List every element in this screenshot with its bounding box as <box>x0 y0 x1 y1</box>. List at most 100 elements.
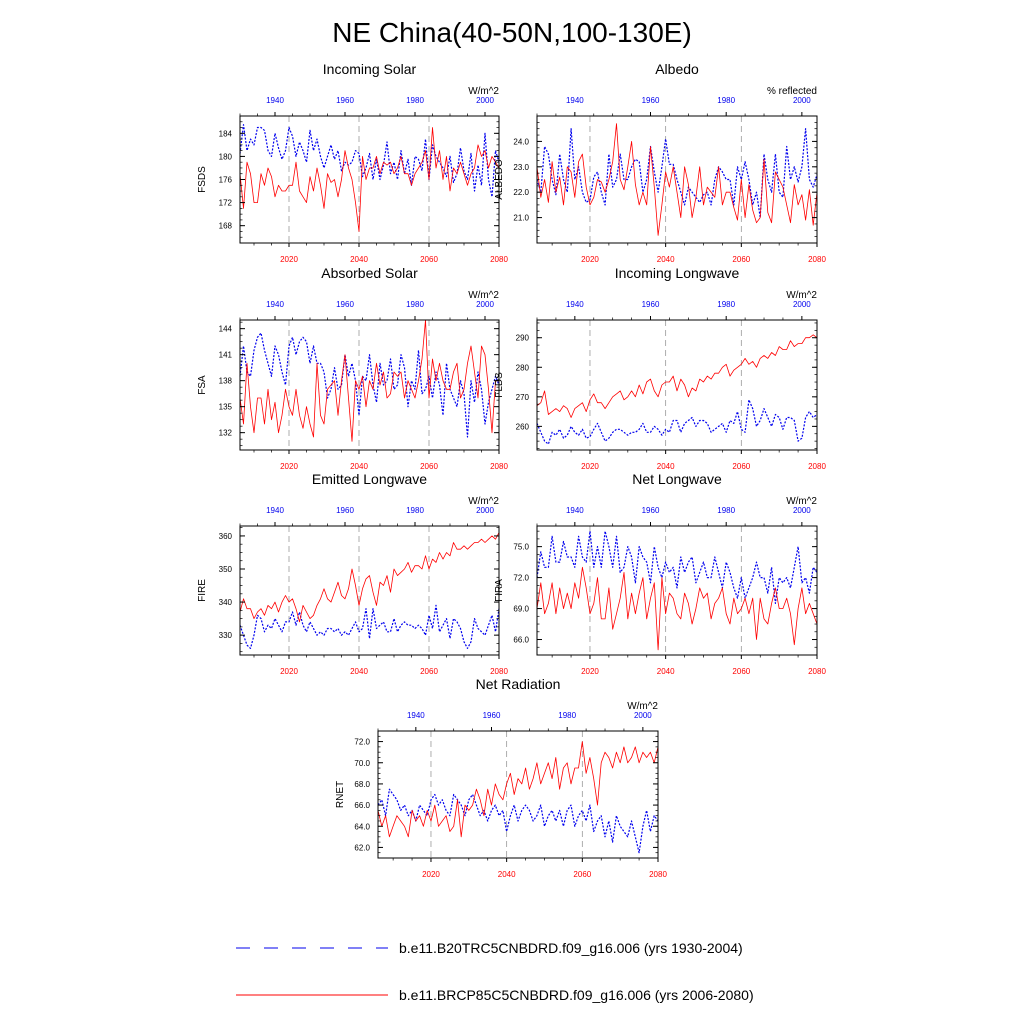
y-tick-label: 260 <box>516 422 530 431</box>
x-bottom-tick-label: 2080 <box>808 667 826 676</box>
y-tick-label: 69.0 <box>513 605 529 614</box>
x-bottom-tick-label: 2080 <box>490 667 508 676</box>
series-line-future <box>239 532 500 623</box>
x-bottom-tick-label: 2020 <box>581 462 599 471</box>
x-top-tick-label: 1960 <box>336 300 354 309</box>
x-top-tick-label: 1980 <box>717 300 735 309</box>
x-bottom-tick-label: 2040 <box>657 462 675 471</box>
y-axis-label: FSDS <box>197 166 208 193</box>
x-top-tick-label: 1940 <box>266 506 284 515</box>
y-tick-label: 360 <box>219 532 233 541</box>
chart-panel-fire: Emitted Longwave W/m^2 330 340 350 360 2020 204… <box>197 471 508 676</box>
plot-frame <box>239 525 500 656</box>
x-top-tick-label: 1940 <box>566 300 584 309</box>
x-top-tick-label: 1980 <box>406 300 424 309</box>
x-top-tick-label: 1940 <box>266 96 284 105</box>
x-bottom-tick-label: 2080 <box>808 255 826 264</box>
x-bottom-tick-label: 2040 <box>657 667 675 676</box>
y-axis-label: FIRA <box>494 579 505 602</box>
series-line-future <box>536 334 818 418</box>
y-tick-label: 280 <box>516 363 530 372</box>
x-top-tick-label: 2000 <box>793 506 811 515</box>
y-axis-label: FIRE <box>197 579 208 602</box>
series-line-future <box>536 123 818 236</box>
series-line-historical <box>239 124 500 198</box>
y-tick-label: 290 <box>516 334 530 343</box>
x-top-tick-label: 2000 <box>793 96 811 105</box>
y-tick-label: 132 <box>219 429 233 438</box>
units-label: W/m^2 <box>627 701 658 712</box>
chart-title: Incoming Solar <box>323 61 417 77</box>
x-top-tick-label: 1960 <box>642 506 660 515</box>
units-label: W/m^2 <box>468 86 499 97</box>
series-line-historical <box>377 788 659 854</box>
chart-panel-albedo: Albedo % reflected 21.0 22.0 23.0 24.0 2020 204… <box>494 61 826 264</box>
x-bottom-tick-label: 2040 <box>657 255 675 264</box>
y-tick-label: 172 <box>219 199 233 208</box>
chart-panels: Incoming Solar W/m^2 168 172 176 180 184 2020 20… <box>197 61 826 879</box>
y-tick-label: 138 <box>219 377 233 386</box>
y-axis-label: FSA <box>197 375 208 395</box>
y-tick-label: 72.0 <box>513 574 529 583</box>
y-tick-label: 350 <box>219 565 233 574</box>
legend-label-historical: b.e11.B20TRC5CNBDRD.f09_g16.006 (yrs 193… <box>399 940 743 956</box>
x-bottom-tick-label: 2080 <box>490 462 508 471</box>
y-tick-label: 68.0 <box>354 780 370 789</box>
y-tick-label: 21.0 <box>513 214 529 223</box>
plot-frame <box>377 730 659 859</box>
x-top-tick-label: 1980 <box>717 506 735 515</box>
y-tick-label: 66.0 <box>513 636 529 645</box>
units-label: % reflected <box>767 86 817 97</box>
y-tick-label: 62.0 <box>354 843 370 852</box>
x-bottom-tick-label: 2020 <box>581 667 599 676</box>
y-tick-label: 176 <box>219 176 233 185</box>
series-line-historical <box>239 604 500 650</box>
series-line-historical <box>536 399 818 445</box>
y-tick-label: 75.0 <box>513 543 529 552</box>
x-bottom-tick-label: 2080 <box>490 255 508 264</box>
x-bottom-tick-label: 2020 <box>280 667 298 676</box>
chart-title: Net Longwave <box>632 471 722 487</box>
y-tick-label: 141 <box>219 351 233 360</box>
y-tick-label: 135 <box>219 403 233 412</box>
series-line-historical <box>536 530 818 605</box>
x-bottom-tick-label: 2080 <box>808 462 826 471</box>
chart-title: Albedo <box>655 61 699 77</box>
legend: b.e11.B20TRC5CNBDRD.f09_g16.006 (yrs 193… <box>236 940 754 1003</box>
chart-panel-fsa: Absorbed Solar W/m^2 132 135 138 141 144 2020 20… <box>197 265 508 471</box>
chart-panel-rnet: Net Radiation W/m^2 62.0 64.0 66.0 68.0 70.0 72… <box>335 676 667 879</box>
y-tick-label: 24.0 <box>513 137 529 146</box>
x-bottom-tick-label: 2060 <box>573 870 591 879</box>
x-top-tick-label: 2000 <box>476 96 494 105</box>
x-bottom-tick-label: 2040 <box>350 462 368 471</box>
x-bottom-tick-label: 2020 <box>280 462 298 471</box>
y-tick-label: 330 <box>219 631 233 640</box>
series-line-future <box>536 566 818 651</box>
chart-panel-fsds: Incoming Solar W/m^2 168 172 176 180 184 2020 20… <box>197 61 508 264</box>
plot-frame <box>239 115 500 244</box>
x-bottom-tick-label: 2020 <box>581 255 599 264</box>
units-label: W/m^2 <box>786 290 817 301</box>
plot-frame <box>239 319 500 451</box>
series-line-historical <box>239 332 500 438</box>
x-top-tick-label: 1960 <box>483 711 501 720</box>
units-label: W/m^2 <box>468 496 499 507</box>
y-tick-label: 72.0 <box>354 738 370 747</box>
chart-title: Incoming Longwave <box>615 265 740 281</box>
x-bottom-tick-label: 2060 <box>420 667 438 676</box>
y-axis-label: RNET <box>335 781 346 808</box>
plot-frame <box>536 525 818 656</box>
y-tick-label: 70.0 <box>354 759 370 768</box>
x-bottom-tick-label: 2040 <box>350 667 368 676</box>
y-tick-label: 23.0 <box>513 163 529 172</box>
figure-title: NE China(40-50N,100-130E) <box>332 17 692 48</box>
plot-frame <box>536 319 818 451</box>
x-top-tick-label: 1980 <box>717 96 735 105</box>
y-tick-label: 180 <box>219 152 233 161</box>
y-tick-label: 270 <box>516 393 530 402</box>
x-bottom-tick-label: 2060 <box>732 667 750 676</box>
y-tick-label: 168 <box>219 222 233 231</box>
units-label: W/m^2 <box>468 290 499 301</box>
x-bottom-tick-label: 2020 <box>422 870 440 879</box>
